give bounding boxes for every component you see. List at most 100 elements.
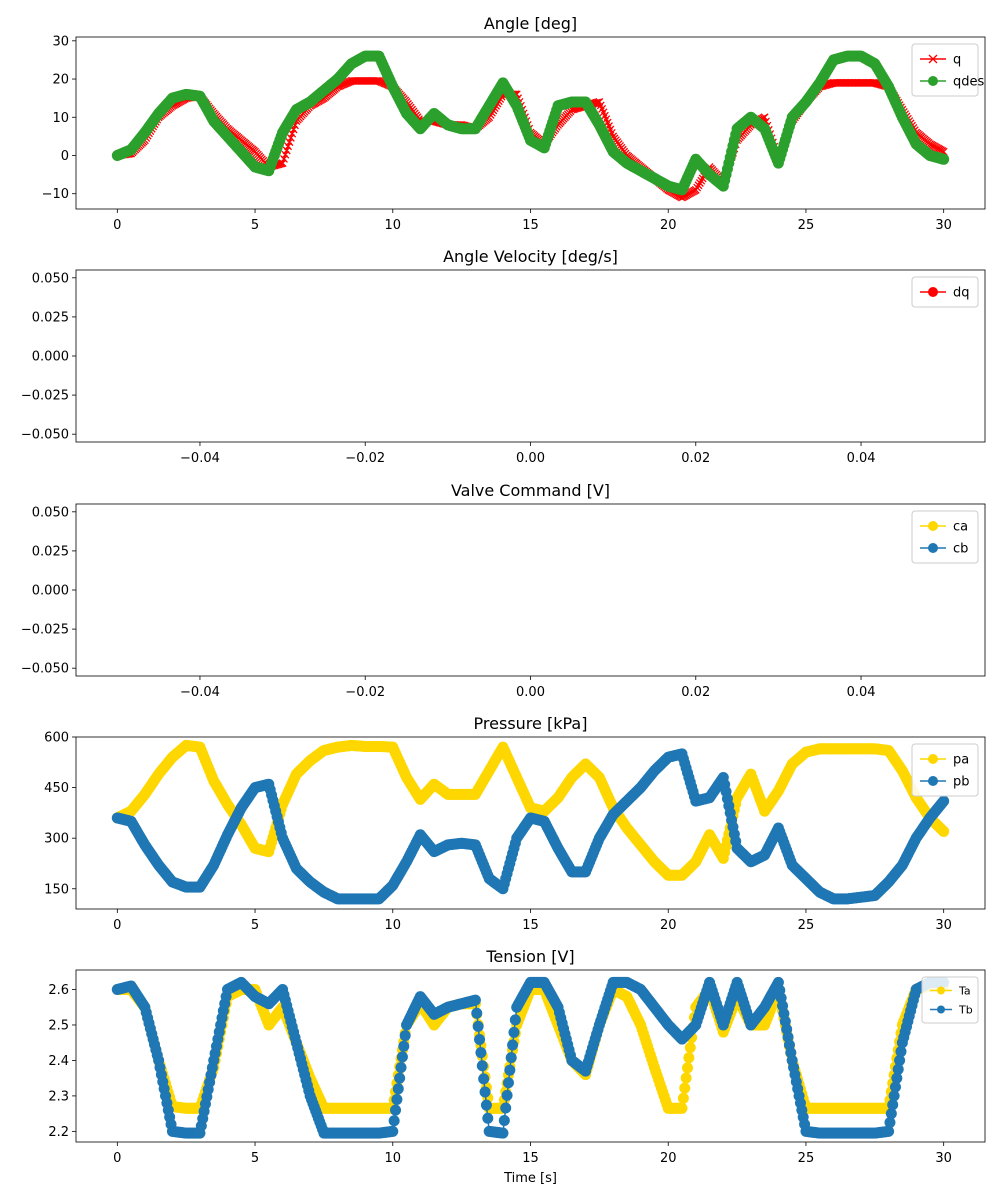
y-tick-label: 150 xyxy=(44,882,69,897)
legend-box xyxy=(921,976,979,1024)
data-point xyxy=(677,1092,689,1104)
x-tick-label: 15 xyxy=(522,918,539,933)
y-tick-label: 2.4 xyxy=(48,1054,69,1069)
x-tick-label: 10 xyxy=(384,1151,401,1166)
data-point xyxy=(502,1077,514,1089)
legend-handle-ca xyxy=(920,521,946,531)
x-tick-label: 10 xyxy=(384,218,401,233)
x-tick-label: 5 xyxy=(251,918,259,933)
y-tick-label: 300 xyxy=(44,832,69,847)
data-point xyxy=(684,1042,696,1054)
y-tick-label: 0.050 xyxy=(32,271,69,286)
y-tick-label: −0.050 xyxy=(21,428,69,443)
y-tick-label: −0.050 xyxy=(21,662,69,677)
data-point xyxy=(504,1064,516,1076)
data-point xyxy=(387,1125,399,1137)
data-point xyxy=(471,1007,483,1019)
data-point xyxy=(891,1072,903,1084)
y-tick-label: 0.025 xyxy=(32,544,69,559)
series-markers-pb xyxy=(111,748,950,905)
subplot-title: Angle Velocity [deg/s] xyxy=(443,247,618,266)
legend-handle-cb xyxy=(920,543,946,553)
y-tick-label: 2.2 xyxy=(48,1125,69,1140)
legend-label-pb: pb xyxy=(953,775,970,790)
x-tick-label: 15 xyxy=(522,218,539,233)
legend-marker xyxy=(928,287,938,297)
x-tick-label: 5 xyxy=(251,218,259,233)
data-point xyxy=(277,159,286,168)
axes-frame xyxy=(75,969,986,1143)
legend-handle-Ta xyxy=(930,986,952,995)
series-group xyxy=(111,976,950,1139)
legend-handle-dq xyxy=(920,287,946,297)
data-point xyxy=(399,1030,411,1042)
x-tick-label: 0.00 xyxy=(516,451,545,466)
data-point xyxy=(680,1072,692,1084)
legend-handle-qdes xyxy=(920,76,946,86)
subplot-title: Tension [V] xyxy=(485,947,574,966)
data-point xyxy=(394,1072,406,1084)
data-point xyxy=(505,1052,517,1064)
x-tick-label: 25 xyxy=(798,1151,815,1166)
legend-handle-Tb xyxy=(930,1005,952,1014)
data-point xyxy=(469,994,481,1006)
data-point xyxy=(391,1093,403,1105)
data-point xyxy=(885,1108,897,1120)
subplot-1: Angle [deg] 0 5 10 15 20 25 30 −10 0 10 20 30 q qdes xyxy=(42,14,986,233)
legend-label-pa: pa xyxy=(953,753,969,768)
y-tick-label: −10 xyxy=(42,187,69,202)
legend-handle-q xyxy=(920,54,946,64)
legend-marker xyxy=(937,986,945,995)
data-point xyxy=(892,1063,904,1075)
data-point xyxy=(676,1102,688,1114)
x-tick-label: 15 xyxy=(522,1151,539,1166)
data-point xyxy=(507,1039,519,1051)
x-tick-label: 0 xyxy=(113,1151,121,1166)
y-tick-label: 30 xyxy=(52,34,69,49)
x-tick-label: 20 xyxy=(660,1151,677,1166)
legend-label-Ta: Ta xyxy=(958,984,971,997)
x-tick-label: 25 xyxy=(798,918,815,933)
x-tick-label: 30 xyxy=(935,218,952,233)
subplot-4: Pressure [kPa] 0 5 10 15 20 25 30 150 300 450 600 pa… xyxy=(44,714,986,933)
data-point xyxy=(894,1054,906,1066)
subplot-2: Angle Velocity [deg/s] −0.04 −0.02 0.00 0.02… xyxy=(21,247,986,466)
data-point xyxy=(482,1112,494,1124)
legend: Ta Tb xyxy=(921,976,979,1024)
data-point xyxy=(938,795,950,807)
legend: ca cb xyxy=(911,510,979,564)
legend-label-ca: ca xyxy=(953,520,968,535)
data-point xyxy=(390,1104,402,1116)
data-point xyxy=(476,1060,488,1072)
x-tick-label: 0.04 xyxy=(847,685,876,700)
series-group xyxy=(111,739,950,905)
data-point xyxy=(388,1115,400,1127)
axes-frame xyxy=(75,269,986,443)
axes-frame xyxy=(75,36,986,210)
x-tick-label: 0 xyxy=(113,218,121,233)
legend-marker xyxy=(928,776,938,786)
subplot-5: Tension [V] 0 5 10 15 20 25 30 2.2 2.3 2.4 2.5 2.6 Ti… xyxy=(48,947,986,1186)
legend-label-cb: cb xyxy=(953,542,968,557)
data-point xyxy=(398,1040,410,1052)
data-point xyxy=(889,1081,901,1093)
data-point xyxy=(395,1062,407,1074)
x-tick-label: 30 xyxy=(935,1151,952,1166)
y-tick-label: 10 xyxy=(52,111,69,126)
legend-marker xyxy=(937,1005,945,1014)
x-tick-label: 0.04 xyxy=(847,451,876,466)
x-axis-label: Time [s] xyxy=(503,1171,557,1186)
x-tick-label: −0.02 xyxy=(345,685,385,700)
legend-label-Tb: Tb xyxy=(958,1003,973,1016)
data-point xyxy=(683,1052,695,1064)
data-point xyxy=(392,1083,404,1095)
y-tick-label: 2.5 xyxy=(48,1018,69,1033)
series-group xyxy=(111,50,950,202)
y-tick-label: 450 xyxy=(44,781,69,796)
x-tick-label: 0.02 xyxy=(681,451,710,466)
data-point xyxy=(475,1047,487,1059)
subplot-title: Angle [deg] xyxy=(484,14,577,33)
legend-marker xyxy=(928,754,938,764)
